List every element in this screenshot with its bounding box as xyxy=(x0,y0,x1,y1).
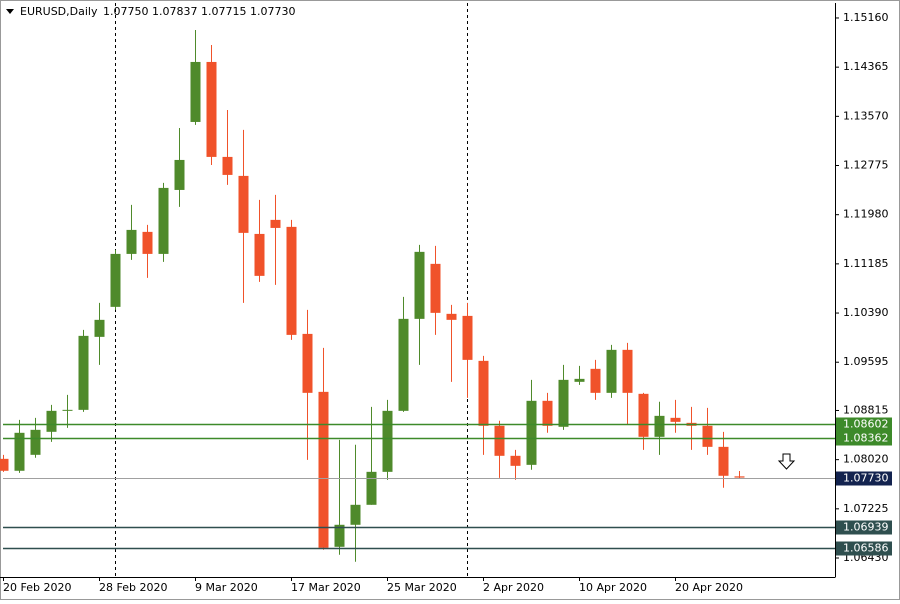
candle-body xyxy=(174,159,185,190)
candle-body xyxy=(142,231,153,254)
candle-body xyxy=(590,368,601,393)
candle-body xyxy=(670,417,681,422)
candle-body xyxy=(94,319,105,337)
level-label: 1.08362 xyxy=(843,432,889,445)
candle-body xyxy=(78,335,89,410)
y-tick-label: 1.09595 xyxy=(843,355,889,368)
x-tick-label: 28 Feb 2020 xyxy=(99,581,167,594)
candle-body xyxy=(622,349,633,393)
level-label-box xyxy=(836,417,892,432)
candle-body xyxy=(494,425,505,456)
candle-body xyxy=(206,61,217,157)
candle-body xyxy=(446,313,457,320)
candle-body xyxy=(302,333,313,393)
candle-body xyxy=(254,233,265,276)
level-label: 1.08602 xyxy=(843,418,889,431)
candle-body xyxy=(286,226,297,335)
candle-body xyxy=(318,391,329,548)
candle-body xyxy=(478,360,489,426)
candle-body xyxy=(654,415,665,437)
candle-body xyxy=(270,219,281,228)
level-label-box xyxy=(836,431,892,446)
candle-body xyxy=(14,432,25,471)
candle-body xyxy=(334,524,345,547)
candle-body xyxy=(526,400,537,465)
candle-body xyxy=(0,458,9,471)
candle-body xyxy=(382,410,393,472)
y-tick-label: 1.10390 xyxy=(843,306,889,319)
y-tick-label: 1.11185 xyxy=(843,257,889,270)
level-label: 1.06586 xyxy=(843,542,889,555)
y-tick-label: 1.08020 xyxy=(843,453,889,466)
candle-body xyxy=(366,471,377,505)
x-tick-label: 9 Mar 2020 xyxy=(195,581,258,594)
level-label-box xyxy=(836,520,892,535)
x-tick-label: 25 Mar 2020 xyxy=(387,581,457,594)
candle-body xyxy=(350,504,361,525)
y-tick-label: 1.12775 xyxy=(843,159,889,172)
y-tick-label: 1.15160 xyxy=(843,11,889,24)
low-value: 1.07715 xyxy=(201,5,247,18)
candle-body xyxy=(110,253,121,307)
candle-body xyxy=(462,315,473,360)
candle-body xyxy=(158,187,169,254)
candle-body xyxy=(62,409,73,411)
sell-arrow xyxy=(777,453,796,470)
candle-body xyxy=(606,349,617,393)
symbol: EURUSD,Daily xyxy=(20,5,98,18)
level-label-box xyxy=(836,471,892,486)
candle-body xyxy=(398,318,409,411)
x-tick-label: 2 Apr 2020 xyxy=(483,581,544,594)
candle-body xyxy=(190,61,201,122)
level-label-box xyxy=(836,541,892,556)
candle-body xyxy=(542,400,553,426)
candle-body xyxy=(238,175,249,233)
level-label: 1.07730 xyxy=(843,472,889,485)
candle-body xyxy=(718,446,729,476)
menu-icon[interactable] xyxy=(6,9,14,14)
candle-body xyxy=(46,410,57,432)
y-tick-label: 1.11980 xyxy=(843,208,889,221)
x-tick-label: 20 Apr 2020 xyxy=(675,581,743,594)
x-tick-label: 20 Feb 2020 xyxy=(3,581,71,594)
candle-body xyxy=(702,425,713,447)
candle-body xyxy=(734,476,745,478)
level-label: 1.06939 xyxy=(843,521,889,534)
candle-body xyxy=(638,393,649,437)
candle-body xyxy=(126,229,137,254)
candle-body xyxy=(558,379,569,427)
candle-body xyxy=(430,263,441,313)
y-tick-label: 1.14365 xyxy=(843,60,889,73)
candle-body xyxy=(222,156,233,175)
y-tick-label: 1.07225 xyxy=(843,502,889,515)
open-value: 1.07750 xyxy=(103,5,149,18)
plot xyxy=(0,29,745,562)
candle-body xyxy=(510,455,521,466)
high-value: 1.07837 xyxy=(152,5,198,18)
y-tick-label: 1.13570 xyxy=(843,109,889,122)
x-tick-label: 17 Mar 2020 xyxy=(291,581,361,594)
candle-body xyxy=(574,378,585,382)
close-value: 1.07730 xyxy=(250,5,296,18)
y-tick-label: 1.08815 xyxy=(843,403,889,416)
x-tick-label: 10 Apr 2020 xyxy=(579,581,647,594)
candle-body xyxy=(30,429,41,455)
candle-body xyxy=(414,251,425,319)
